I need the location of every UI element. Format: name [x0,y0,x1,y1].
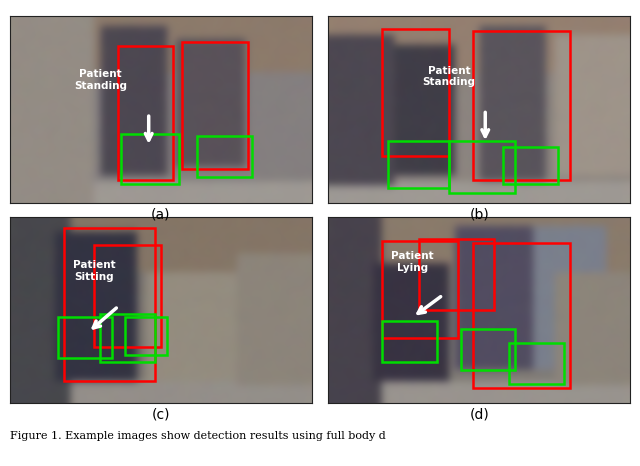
Bar [182,42,248,169]
Bar [94,245,161,347]
Text: Patient
Standing: Patient Standing [74,69,127,91]
Bar [58,317,113,358]
Text: Patient
Lying: Patient Lying [391,251,434,273]
Bar [197,136,252,177]
Bar [118,46,173,180]
Bar [473,31,570,180]
Bar [461,329,515,370]
Text: (c): (c) [152,408,170,422]
Bar [419,239,494,310]
Bar [449,141,515,193]
Text: Figure 1. Example images show detection results using full body d: Figure 1. Example images show detection … [10,431,385,441]
Bar [509,343,564,384]
Bar [122,134,179,184]
Bar [383,241,458,338]
Text: (d): (d) [469,408,489,422]
Text: Patient
Sitting: Patient Sitting [73,260,116,282]
Text: (a): (a) [151,207,170,221]
Bar [473,243,570,388]
Bar [383,29,449,156]
Bar [64,228,155,381]
Bar [504,147,558,184]
Bar [388,141,449,188]
Bar [100,314,155,362]
Bar [125,317,167,355]
Text: (b): (b) [469,207,489,221]
Text: Patient
Standing: Patient Standing [422,66,476,87]
Bar [383,321,437,362]
